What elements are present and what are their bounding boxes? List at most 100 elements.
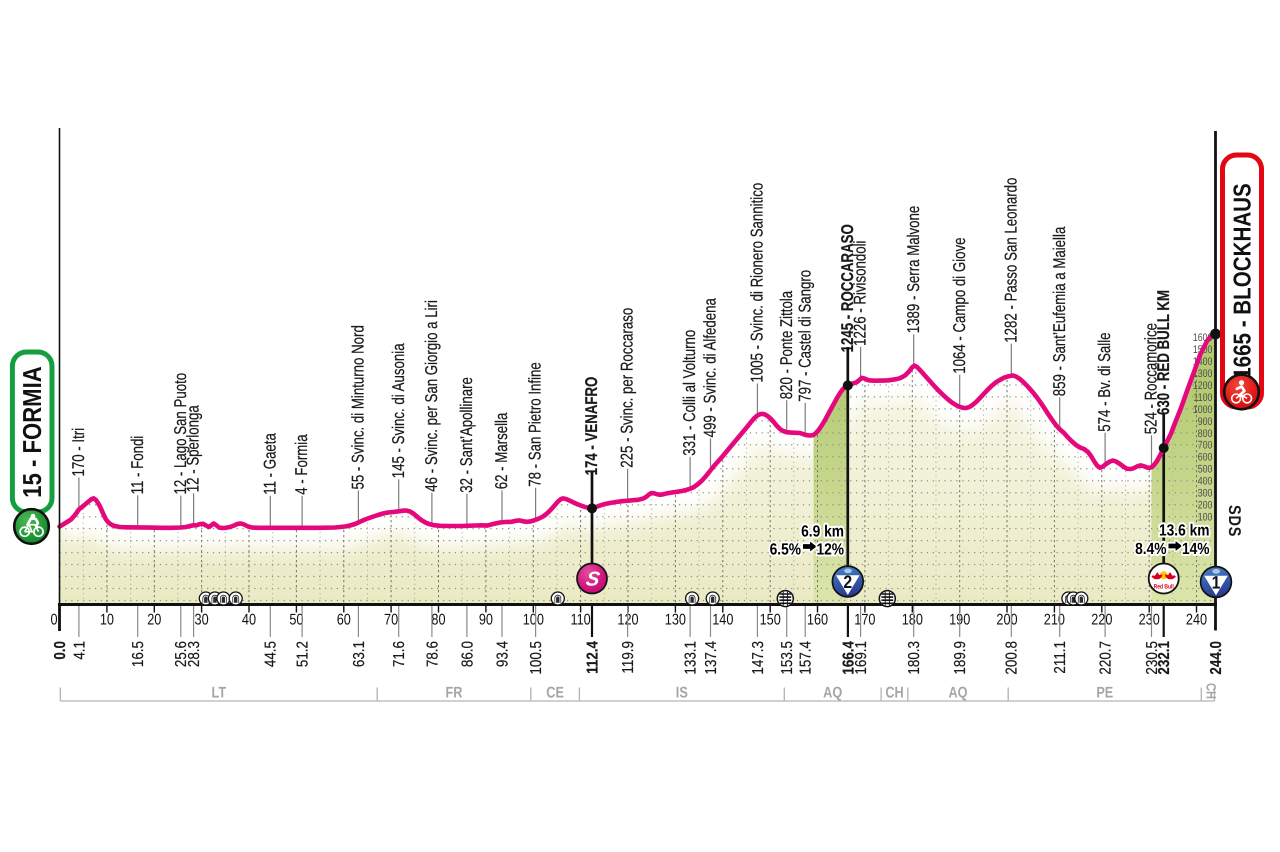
svg-text:IS: IS xyxy=(676,685,688,702)
svg-text:230.5: 230.5 xyxy=(1144,641,1161,675)
svg-text:100: 100 xyxy=(1198,512,1213,524)
svg-text:112.4: 112.4 xyxy=(584,641,601,674)
svg-text:600: 600 xyxy=(1198,452,1213,464)
svg-text:1064 - Campo di Giove: 1064 - Campo di Giove xyxy=(950,237,969,373)
svg-text:20: 20 xyxy=(147,612,161,629)
svg-text:PE: PE xyxy=(1096,685,1113,702)
svg-text:859 - Sant’Eufemia a Maiella: 859 - Sant’Eufemia a Maiella xyxy=(1050,226,1069,396)
svg-text:145 - Svinc. di Ausonia: 145 - Svinc. di Ausonia xyxy=(389,343,408,478)
svg-text:133.1: 133.1 xyxy=(683,641,700,675)
svg-text:CE: CE xyxy=(546,685,564,702)
svg-text:12 - Lago San Puoto: 12 - Lago San Puoto xyxy=(171,373,190,495)
svg-text:55 - Svinc. di Minturno Nord: 55 - Svinc. di Minturno Nord xyxy=(349,325,368,489)
svg-text:211.1: 211.1 xyxy=(1052,641,1069,674)
svg-text:32 - Sant’Apollinare: 32 - Sant’Apollinare xyxy=(457,377,476,493)
svg-text:1200: 1200 xyxy=(1193,380,1213,392)
svg-text:1300: 1300 xyxy=(1193,368,1213,380)
svg-text:62 - Marsella: 62 - Marsella xyxy=(492,412,511,489)
svg-text:46 - Svinc. per San Giorgio a: 46 - Svinc. per San Giorgio a Liri xyxy=(422,300,441,492)
svg-text:40: 40 xyxy=(242,612,256,629)
svg-text:50: 50 xyxy=(289,612,303,629)
svg-text:130: 130 xyxy=(665,612,687,629)
svg-text:1000: 1000 xyxy=(1193,404,1213,416)
svg-text:900: 900 xyxy=(1198,416,1213,428)
svg-text:153.5: 153.5 xyxy=(779,641,796,675)
svg-text:140: 140 xyxy=(712,612,734,629)
svg-text:499 - Svinc. di Alfedena: 499 - Svinc. di Alfedena xyxy=(701,298,720,438)
svg-text:60: 60 xyxy=(337,612,351,629)
svg-text:797 - Castel di Sangro: 797 - Castel di Sangro xyxy=(795,270,814,402)
svg-text:137.4: 137.4 xyxy=(703,641,720,675)
svg-text:12 - Sperlonga: 12 - Sperlonga xyxy=(184,405,203,492)
svg-text:331 - Colli al Volturno: 331 - Colli al Volturno xyxy=(680,330,699,456)
svg-text:574 - Bv. di Salle: 574 - Bv. di Salle xyxy=(1095,332,1114,431)
svg-text:166.4: 166.4 xyxy=(840,641,857,675)
svg-text:1389 - Serra Malvone: 1389 - Serra Malvone xyxy=(904,206,923,334)
svg-text:Red Bull: Red Bull xyxy=(1154,583,1174,590)
svg-text:11 - Gaeta: 11 - Gaeta xyxy=(260,433,279,495)
svg-text:225 - Svinc. per Roccaraso: 225 - Svinc. per Roccaraso xyxy=(618,308,637,468)
svg-text:220: 220 xyxy=(1091,612,1113,629)
svg-text:30: 30 xyxy=(195,612,209,629)
svg-text:78 - San Pietro Infine: 78 - San Pietro Infine xyxy=(526,362,545,487)
svg-text:93.4: 93.4 xyxy=(494,641,511,667)
svg-text:170: 170 xyxy=(854,612,876,629)
svg-text:86.0: 86.0 xyxy=(459,641,476,667)
svg-text:AQ: AQ xyxy=(823,685,842,702)
svg-text:2: 2 xyxy=(843,572,852,592)
svg-text:200: 200 xyxy=(996,612,1018,629)
svg-text:FR: FR xyxy=(446,685,463,702)
svg-text:169.1: 169.1 xyxy=(853,641,870,675)
svg-text:51.2: 51.2 xyxy=(295,641,312,667)
svg-text:300: 300 xyxy=(1198,488,1213,500)
svg-text:200.8: 200.8 xyxy=(1004,641,1021,675)
svg-text:220.7: 220.7 xyxy=(1098,641,1115,675)
svg-text:147.3: 147.3 xyxy=(750,641,767,675)
svg-text:0.0: 0.0 xyxy=(52,641,69,660)
svg-text:44.5: 44.5 xyxy=(263,641,280,667)
svg-text:200: 200 xyxy=(1198,500,1213,512)
svg-text:6.5%: 6.5% xyxy=(770,541,801,559)
svg-text:13.6 km: 13.6 km xyxy=(1159,522,1209,540)
svg-text:1005 - Svinc. di Rionero Sanni: 1005 - Svinc. di Rionero Sannitico xyxy=(748,183,767,383)
svg-text:25.6: 25.6 xyxy=(173,641,190,667)
svg-text:157.4: 157.4 xyxy=(798,641,815,675)
svg-text:14%: 14% xyxy=(1182,540,1210,558)
svg-text:S: S xyxy=(584,569,602,591)
svg-text:1226 - Rivisondoli: 1226 - Rivisondoli xyxy=(851,240,870,345)
svg-text:CH: CH xyxy=(1204,683,1219,699)
svg-text:500: 500 xyxy=(1198,464,1213,476)
svg-text:820 - Ponte Zittola: 820 - Ponte Zittola xyxy=(777,290,796,399)
svg-text:LT: LT xyxy=(212,685,227,702)
svg-text:12%: 12% xyxy=(816,541,844,559)
svg-text:100.5: 100.5 xyxy=(528,641,545,675)
svg-text:90: 90 xyxy=(479,612,493,629)
svg-text:110: 110 xyxy=(570,612,591,629)
svg-text:230: 230 xyxy=(1139,612,1161,629)
svg-text:11 - Fondi: 11 - Fondi xyxy=(128,436,147,495)
svg-text:63.1: 63.1 xyxy=(351,641,368,667)
svg-text:8.4%: 8.4% xyxy=(1135,540,1166,558)
svg-text:160: 160 xyxy=(807,612,829,629)
svg-text:700: 700 xyxy=(1198,440,1213,452)
svg-text:1245 - ROCCARASO: 1245 - ROCCARASO xyxy=(838,224,857,352)
svg-text:244.0: 244.0 xyxy=(1208,641,1225,675)
svg-text:210: 210 xyxy=(1044,612,1066,629)
svg-text:10: 10 xyxy=(100,612,114,629)
svg-text:80: 80 xyxy=(431,612,445,629)
svg-text:180: 180 xyxy=(902,612,924,629)
svg-text:232.1: 232.1 xyxy=(1156,641,1173,675)
svg-text:1: 1 xyxy=(1212,572,1221,592)
svg-text:189.9: 189.9 xyxy=(952,641,969,675)
svg-text:CH: CH xyxy=(885,685,903,702)
svg-text:71.6: 71.6 xyxy=(391,641,408,667)
svg-text:240: 240 xyxy=(1186,612,1208,629)
svg-text:0: 0 xyxy=(50,612,57,629)
svg-text:630 - RED BULL KM: 630 - RED BULL KM xyxy=(1154,290,1173,415)
svg-text:1665 - BLOCKHAUS: 1665 - BLOCKHAUS xyxy=(1230,183,1257,379)
svg-text:4 - Formia: 4 - Formia xyxy=(292,434,311,495)
svg-text:174 - VENAFRO: 174 - VENAFRO xyxy=(582,377,601,476)
svg-text:AQ: AQ xyxy=(948,685,967,702)
svg-text:28.3: 28.3 xyxy=(186,641,203,667)
svg-text:1282 - Passo San Leonardo: 1282 - Passo San Leonardo xyxy=(1001,178,1020,343)
